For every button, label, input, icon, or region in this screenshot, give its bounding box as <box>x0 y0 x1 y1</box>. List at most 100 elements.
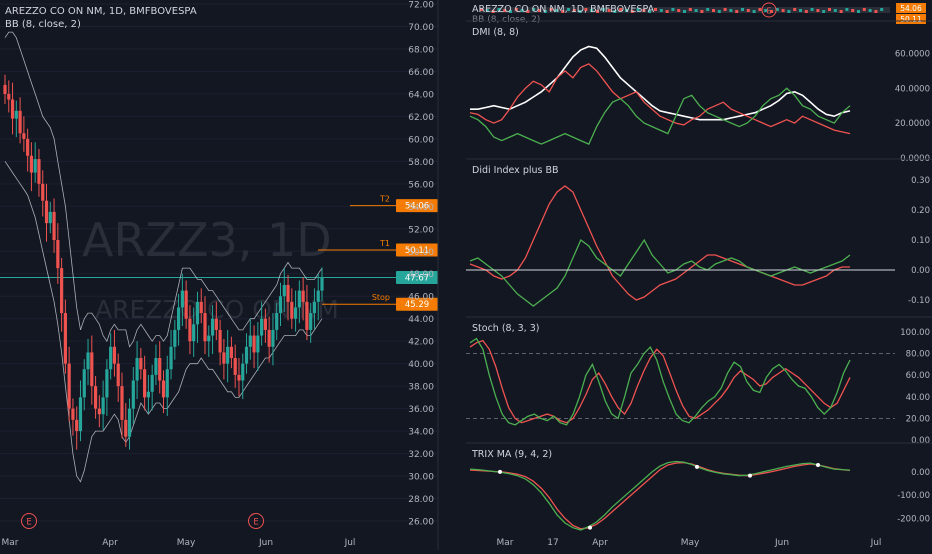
y-tick-label: 0.30 <box>911 176 930 186</box>
candle-body <box>293 307 298 319</box>
earnings-marker-label: E <box>26 518 31 528</box>
indicator-panel[interactable]: Stoch (8, 3, 3) 100.00 80.00 60.00 40.00 20.0… <box>466 316 932 446</box>
mini-candle <box>503 9 507 12</box>
candle-body <box>135 358 139 381</box>
trix-cross-marker <box>695 464 699 469</box>
mini-candle <box>555 9 559 12</box>
indicator-series-line <box>469 238 851 307</box>
candle-body <box>101 397 105 415</box>
mini-candle <box>630 10 634 13</box>
x-tick-label: Jun <box>258 538 273 548</box>
mini-candle <box>851 9 855 12</box>
level-price-text: 45.29 <box>405 300 429 310</box>
right-legend-bb-line: BB (8, close, 2) <box>472 15 540 25</box>
candle-body <box>176 307 181 330</box>
mini-candle <box>712 9 715 12</box>
mini-candle <box>775 8 779 11</box>
earnings-marker[interactable] <box>21 513 37 529</box>
mini-candle <box>480 8 483 11</box>
candle-body <box>260 318 264 336</box>
mini-candle <box>497 8 501 11</box>
y-tick-label: -0.10 <box>908 296 930 306</box>
mini-candle <box>636 8 640 11</box>
y-tick-label: 34.00 <box>408 428 434 438</box>
candle-body <box>158 358 162 381</box>
candle-body <box>124 419 128 437</box>
y-tick-label: 100.00 <box>900 328 930 338</box>
candle-body <box>97 408 101 415</box>
candle-body <box>210 318 215 336</box>
mini-candle <box>601 8 605 11</box>
candle-body <box>180 290 184 308</box>
candle-body <box>218 329 222 353</box>
candle-body <box>316 290 320 302</box>
candle-body <box>290 301 294 319</box>
mini-candle <box>758 8 762 11</box>
y-tick-label: 0.00 <box>911 266 930 276</box>
mini-candle <box>659 9 663 12</box>
level-price-badge <box>396 297 438 311</box>
candle-body <box>248 335 252 347</box>
mini-candle <box>665 10 669 13</box>
candle-body <box>297 290 301 308</box>
left-price-pane[interactable]: ARZZ3, 1D AREZZO CO ON NM AREZZO CO ON N… <box>0 0 438 550</box>
mini-candle <box>770 10 773 13</box>
candle-body <box>86 352 90 370</box>
mini-candle <box>520 9 524 12</box>
mini-candle <box>857 10 860 13</box>
x-tick-label: Jun <box>774 538 789 548</box>
y-tick-label: 60.00 <box>408 135 434 145</box>
x-tick-label: Apr <box>102 538 118 548</box>
y-tick-label: 32.00 <box>408 450 434 460</box>
candle-body <box>199 301 203 314</box>
level-name-label: T1 <box>379 239 390 248</box>
mini-candle <box>549 8 553 11</box>
legend-symbol-line: AREZZO CO ON NM, 1D, BMFBOVESPA <box>5 6 197 17</box>
indicator-panel[interactable]: Didi Index plus BB 0.30 0.20 0.10 0.00 -0.10 <box>466 158 932 307</box>
mini-candle <box>578 10 582 13</box>
y-tick-label: 58.00 <box>408 158 434 168</box>
indicator-title: Stoch (8, 3, 3) <box>472 323 539 334</box>
candle-body <box>150 374 154 392</box>
candle-body <box>120 386 124 420</box>
earnings-marker[interactable] <box>248 513 264 529</box>
candle-body <box>222 352 226 364</box>
mini-candle <box>874 10 878 13</box>
candle-body <box>229 346 234 359</box>
earnings-marker-label: E <box>253 518 258 528</box>
candle-body <box>105 369 109 398</box>
indicator-series-line <box>469 63 851 135</box>
mini-candle <box>868 9 872 12</box>
y-tick-label: 68.00 <box>408 45 434 55</box>
level-price-badge <box>396 270 438 284</box>
mini-candle <box>828 8 831 11</box>
candle-body <box>184 290 188 319</box>
y-tick-label: 64.00 <box>408 90 434 100</box>
mini-candle <box>584 8 588 11</box>
candle-body <box>233 358 237 375</box>
candle-body <box>48 211 52 224</box>
candle-body <box>195 301 200 325</box>
indicator-panel[interactable]: TRIX MA (9, 4, 2) 0.00 -100.00 -200.00 <box>466 442 932 531</box>
legend-bb-line: BB (8, close, 2) <box>5 19 81 30</box>
x-tick-label: May <box>681 538 700 548</box>
candle-body <box>252 335 256 353</box>
level-price-badge <box>396 243 438 257</box>
earnings-marker[interactable] <box>761 2 777 18</box>
mini-candle <box>648 10 652 13</box>
mini-candle <box>694 9 698 12</box>
indicator-series-line <box>469 339 851 424</box>
candle-body <box>116 363 120 387</box>
y-tick-label: 0.20 <box>911 206 930 216</box>
y-tick-label: 20.0000 <box>895 119 930 129</box>
candle-body <box>131 380 135 409</box>
mini-candle <box>706 8 710 11</box>
mini-candle <box>532 8 536 11</box>
mini-candle <box>625 9 628 12</box>
candle-body <box>139 358 143 370</box>
x-tick-label: May <box>177 538 196 548</box>
right-indicator-pane[interactable]: E 54.06 50.11 AREZZO CO ON NM, 1D, BMFBOVE… <box>466 0 932 548</box>
x-tick-label: Mar <box>2 538 19 548</box>
